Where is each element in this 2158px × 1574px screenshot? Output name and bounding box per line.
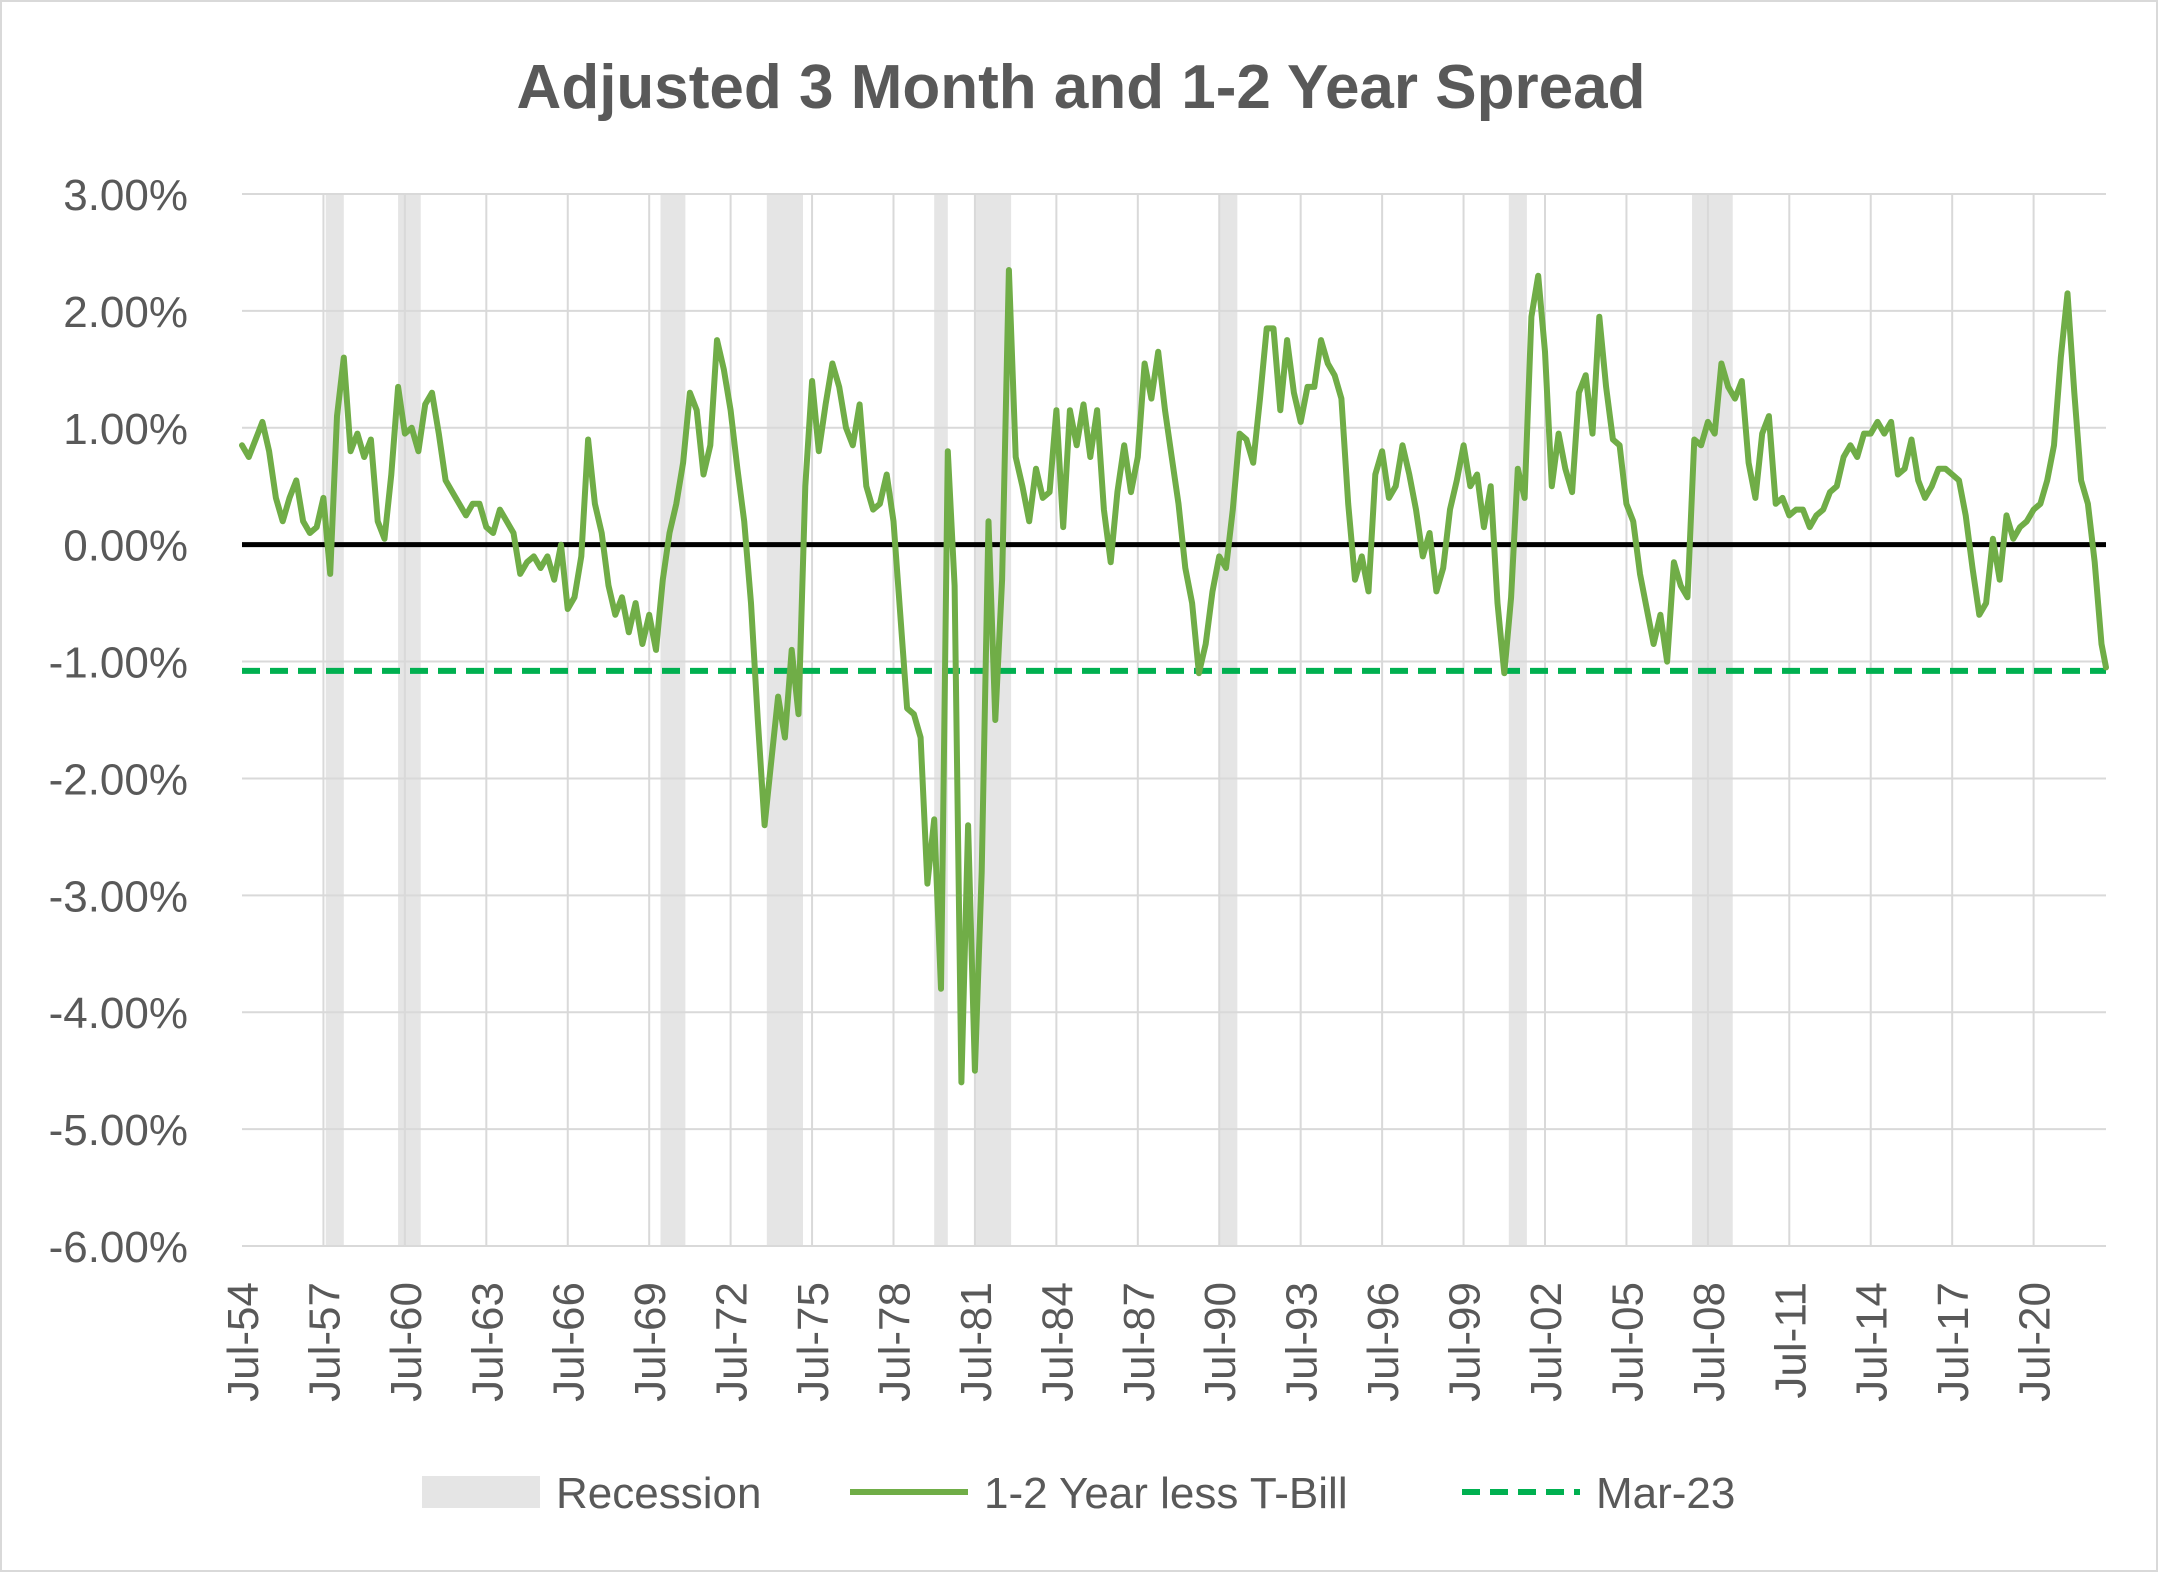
legend-label: 1-2 Year less T-Bill: [984, 1469, 1348, 1518]
x-tick-label: Jul-14: [1848, 1282, 1897, 1402]
x-tick-label: Jul-20: [2011, 1282, 2060, 1402]
chart-title: Adjusted 3 Month and 1-2 Year Spread: [517, 53, 1646, 122]
x-tick-label: Jul-60: [382, 1282, 431, 1402]
grid-lines: [242, 193, 2106, 1247]
legend: Recession 1-2 Year less T-Bill Mar-23: [422, 1469, 1735, 1518]
y-tick-label: 2.00%: [63, 288, 188, 337]
recession-band: [934, 194, 948, 1246]
y-tick-label: -5.00%: [49, 1106, 188, 1155]
y-tick-label: -4.00%: [49, 989, 188, 1038]
x-tick-label: Jul-87: [1115, 1282, 1164, 1402]
spread-series-line: [239, 267, 2109, 1086]
legend-label: Mar-23: [1596, 1469, 1735, 1518]
y-tick-label: 3.00%: [63, 171, 188, 220]
x-tick-label: Jul-75: [789, 1282, 838, 1402]
x-tick-label: Jul-96: [1359, 1282, 1408, 1402]
legend-swatch-recession: [422, 1476, 540, 1508]
y-tick-label: -3.00%: [49, 872, 188, 921]
x-tick-label: Jul-05: [1603, 1282, 1652, 1402]
x-tick-label: Jul-93: [1278, 1282, 1327, 1402]
x-tick-label: Jul-11: [1766, 1282, 1815, 1399]
recession-band: [398, 194, 421, 1246]
y-tick-label: -2.00%: [49, 755, 188, 804]
x-tick-label: Jul-99: [1441, 1282, 1490, 1402]
chart-lines: [239, 267, 2109, 1086]
x-tick-label: Jul-66: [545, 1282, 594, 1402]
x-tick-label: Jul-17: [1929, 1282, 1978, 1402]
x-tick-label: Jul-78: [870, 1282, 919, 1402]
x-tick-label: Jul-90: [1196, 1282, 1245, 1402]
y-tick-label: 0.00%: [63, 522, 188, 571]
y-tick-label: -6.00%: [49, 1223, 188, 1272]
y-axis-ticks: 3.00% 2.00% 1.00% 0.00% -1.00% -2.00% -3.00% -4…: [49, 171, 188, 1272]
x-tick-label: Jul-81: [952, 1282, 1001, 1402]
recession-band: [1508, 194, 1527, 1246]
recession-band: [325, 194, 344, 1246]
y-tick-label: -1.00%: [49, 639, 188, 688]
x-axis-ticks: Jul-54 Jul-57 Jul-60 Jul-63 Jul-66 Jul-69 Jul-…: [219, 1282, 2060, 1402]
recession-band: [660, 194, 686, 1246]
x-tick-label: Jul-02: [1522, 1282, 1571, 1402]
x-tick-label: Jul-72: [708, 1282, 757, 1402]
x-tick-label: Jul-57: [300, 1282, 349, 1402]
recession-bands: [325, 194, 1733, 1246]
x-tick-label: Jul-54: [219, 1282, 268, 1402]
y-tick-label: 1.00%: [63, 405, 188, 454]
x-tick-label: Jul-08: [1685, 1282, 1734, 1402]
x-tick-label: Jul-63: [463, 1282, 512, 1402]
x-tick-label: Jul-69: [626, 1282, 675, 1402]
x-tick-label: Jul-84: [1033, 1282, 1082, 1402]
recession-band: [1219, 194, 1238, 1246]
recession-band: [1692, 194, 1733, 1246]
legend-label: Recession: [556, 1469, 761, 1518]
